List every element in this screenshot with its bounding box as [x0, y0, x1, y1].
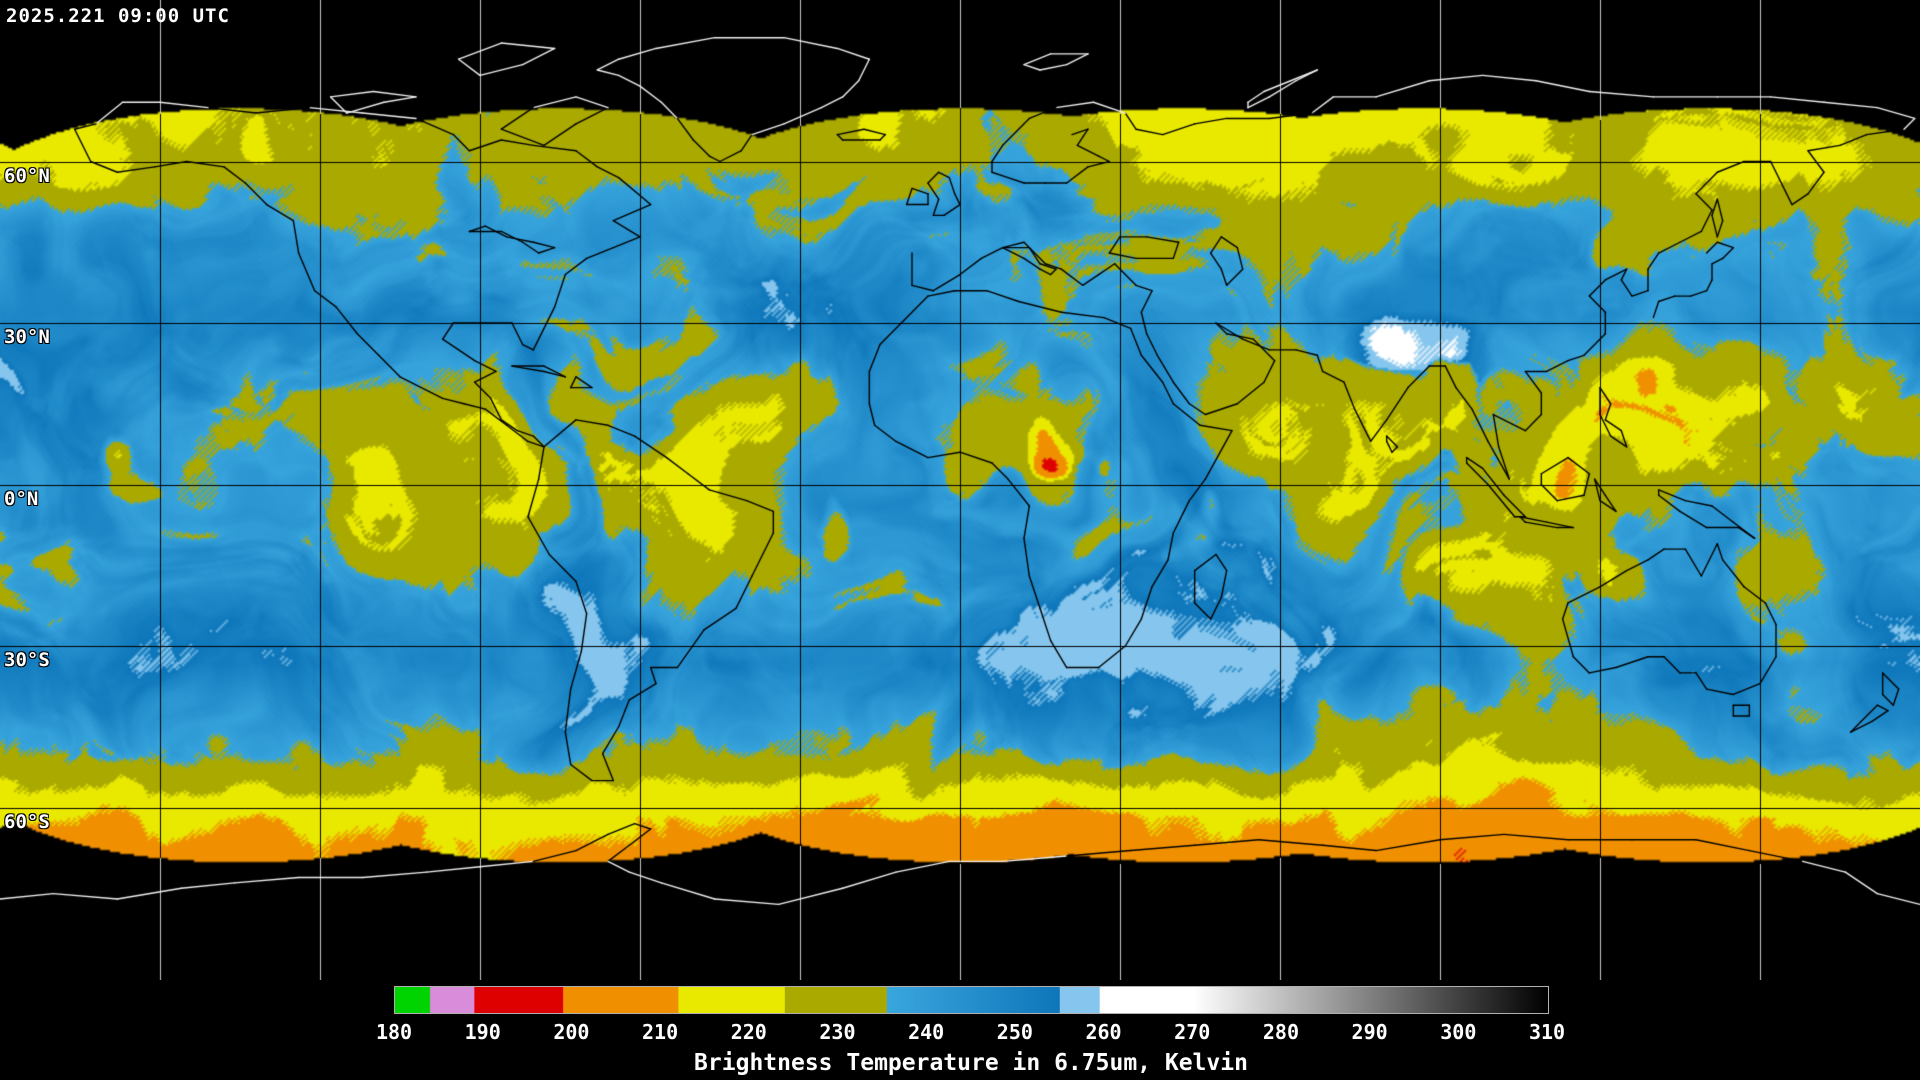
colorbar-tick-label: 210 [642, 1020, 679, 1044]
timestamp: 2025.221 09:00 UTC [6, 5, 230, 27]
colorbar-tick-label: 230 [819, 1020, 856, 1044]
colorbar-title: Brightness Temperature in 6.75um, Kelvin [694, 1050, 1248, 1076]
colorbar-tick-label: 280 [1262, 1020, 1299, 1044]
colorbar-tick-label: 180 [375, 1020, 413, 1044]
colorbar-gradient [394, 986, 1549, 1014]
colorbar-tick-label: 190 [464, 1020, 501, 1044]
colorbar-tick-label: 310 [1528, 1020, 1566, 1044]
colorbar-tick-label: 240 [908, 1020, 945, 1044]
colorbar-tick-label: 260 [1085, 1020, 1122, 1044]
colorbar-tick-label: 220 [730, 1020, 767, 1044]
colorbar-tick-label: 270 [1174, 1020, 1211, 1044]
water-vapor-map-canvas [0, 0, 1920, 980]
colorbar-tick-label: 290 [1351, 1020, 1388, 1044]
colorbar-tick-label: 300 [1440, 1020, 1477, 1044]
colorbar-tick-label: 200 [553, 1020, 590, 1044]
colorbar-tick-label: 250 [996, 1020, 1033, 1044]
